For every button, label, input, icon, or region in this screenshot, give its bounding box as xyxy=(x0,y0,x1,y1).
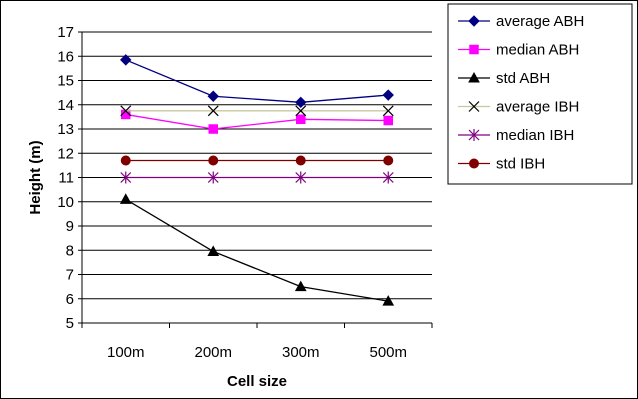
data-point xyxy=(382,89,394,101)
y-tick-label: 11 xyxy=(58,170,74,187)
y-tick-label: 7 xyxy=(66,267,74,284)
series-std-abh xyxy=(119,193,395,306)
series-average-ibh xyxy=(120,105,394,117)
data-point xyxy=(295,105,307,117)
data-point xyxy=(208,155,219,166)
y-tick-label: 10 xyxy=(57,194,74,211)
x-tick-label: 500m xyxy=(369,344,407,361)
series-line xyxy=(125,59,389,103)
data-point xyxy=(207,105,219,117)
x-tick-label: 200m xyxy=(194,344,232,361)
data-point xyxy=(383,115,393,126)
grid-lines xyxy=(82,31,432,300)
data-point xyxy=(382,171,394,184)
data-point xyxy=(207,171,219,184)
legend-marker xyxy=(469,158,479,169)
x-axis-title: Cell size xyxy=(227,373,287,390)
legend-marker xyxy=(468,101,480,112)
series-line xyxy=(125,113,389,130)
y-tick-label: 6 xyxy=(66,291,74,308)
legend-marker xyxy=(469,44,479,55)
axes: 5 6 7 8 9 10 11 12 13 14 15 16 17 100m 200m 300m 500m xyxy=(57,24,433,361)
legend-marker xyxy=(468,71,480,83)
data-point xyxy=(120,155,131,166)
legend-label: average ABH xyxy=(496,13,584,30)
y-tick-label: 16 xyxy=(57,48,74,65)
legend-item: median ABH xyxy=(458,42,579,59)
legend: average ABH median ABH std ABH average IBH m… xyxy=(447,3,633,185)
data-point xyxy=(295,155,306,166)
legend-label: median IBH xyxy=(496,127,574,144)
legend-label: average IBH xyxy=(496,99,579,116)
y-tick-label: 9 xyxy=(66,218,74,235)
y-tick-label: 8 xyxy=(66,242,74,259)
series-layer xyxy=(119,54,395,306)
data-point xyxy=(120,54,132,66)
legend-item: average IBH xyxy=(458,99,579,116)
y-tick-label: 17 xyxy=(57,24,74,41)
y-tick-label: 5 xyxy=(66,315,74,332)
series-average-abh xyxy=(120,54,394,109)
series-std-ibh xyxy=(120,155,394,166)
legend-marker xyxy=(468,15,480,27)
data-point xyxy=(382,105,394,117)
legend-item: std IBH xyxy=(458,156,545,173)
legend-item: median IBH xyxy=(458,127,574,144)
x-tick-label: 300m xyxy=(282,344,320,361)
data-point xyxy=(208,124,218,134)
y-tick-label: 15 xyxy=(57,73,74,90)
data-point xyxy=(383,155,394,166)
legend-marker xyxy=(468,129,480,141)
series-median-abh xyxy=(121,109,393,134)
data-point xyxy=(119,193,132,204)
data-point xyxy=(294,280,307,292)
data-point xyxy=(296,114,306,125)
data-point xyxy=(120,105,132,117)
y-tick-label: 14 xyxy=(57,97,74,114)
data-point xyxy=(382,295,395,306)
legend-item: std ABH xyxy=(458,70,550,87)
data-point xyxy=(120,171,132,184)
legend-label: std IBH xyxy=(496,156,545,173)
series-line xyxy=(125,198,389,302)
legend-label: median ABH xyxy=(496,42,579,59)
legend-label: std ABH xyxy=(496,70,550,87)
data-point xyxy=(295,96,307,109)
data-point xyxy=(207,90,219,102)
y-axis-title: Height (m) xyxy=(27,140,44,214)
y-tick-label: 13 xyxy=(57,121,74,138)
legend-item: average ABH xyxy=(458,13,584,30)
legend-box xyxy=(447,3,633,185)
series-median-ibh xyxy=(120,171,394,184)
data-point xyxy=(295,171,307,184)
x-tick-label: 100m xyxy=(107,344,145,361)
y-tick-label: 12 xyxy=(57,145,74,162)
data-point xyxy=(207,245,220,256)
